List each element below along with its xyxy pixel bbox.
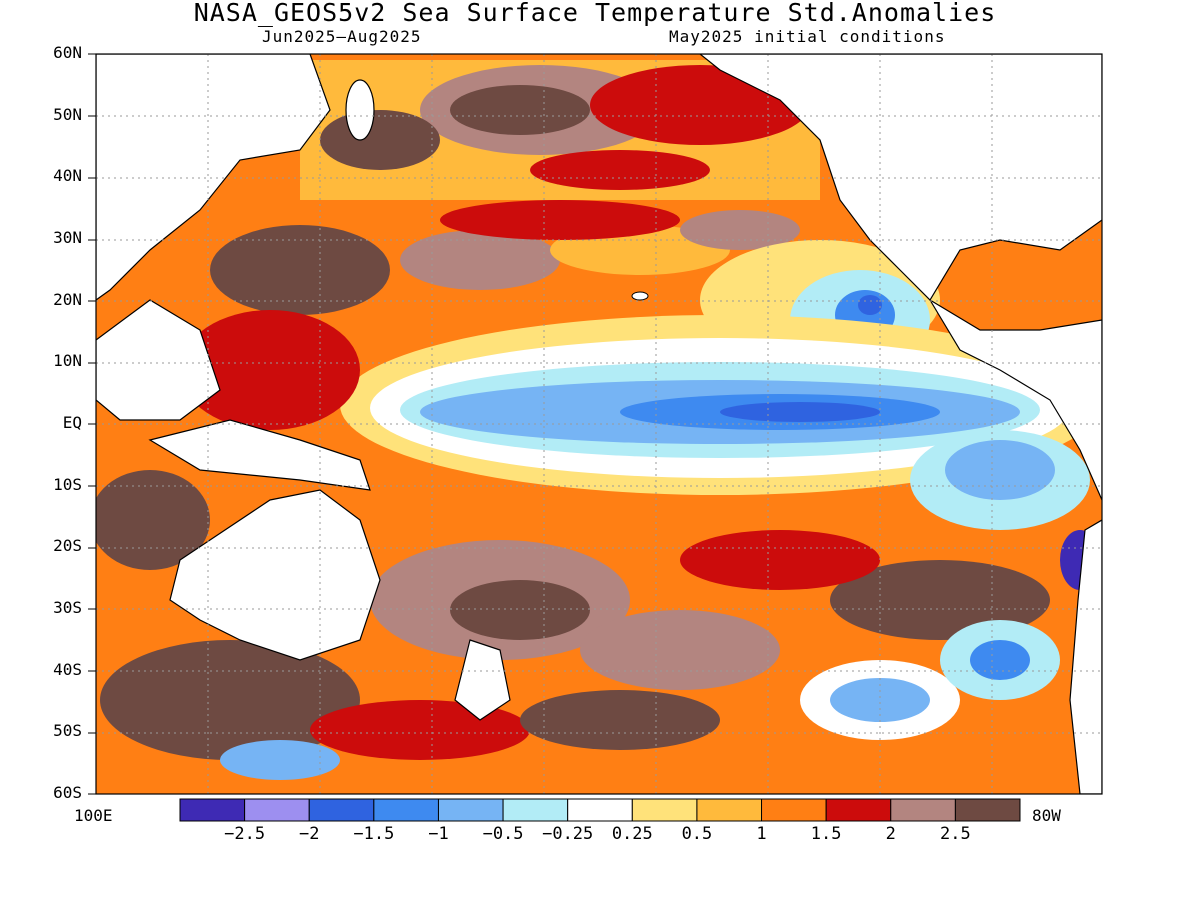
colorbar-swatch bbox=[631, 798, 698, 822]
colorbar-label: −1 bbox=[428, 824, 449, 844]
colorbar-swatch bbox=[567, 798, 633, 822]
colorbar-label: 0.25 bbox=[611, 824, 653, 844]
lat-ticks bbox=[88, 53, 96, 795]
colorbar-swatch bbox=[437, 798, 504, 822]
colorbar-swatch bbox=[696, 798, 763, 822]
colorbar-label: 1.5 bbox=[810, 824, 842, 844]
lat-label: 10N bbox=[53, 351, 82, 371]
colorbar-swatch bbox=[502, 798, 569, 822]
lon-right-label: 80W bbox=[1032, 806, 1061, 825]
forecast-period: Jun2025–Aug2025 bbox=[262, 27, 422, 46]
colorbar-swatch bbox=[890, 798, 956, 822]
lat-label: 20N bbox=[53, 289, 82, 309]
colorbar-label: −1.5 bbox=[353, 824, 395, 844]
colorbar-label: 2 bbox=[885, 824, 896, 844]
colorbar-label: 1 bbox=[756, 824, 767, 844]
colorbar-label: −0.5 bbox=[482, 824, 524, 844]
lat-label: 60N bbox=[53, 43, 82, 62]
map-title: NASA_GEOS5v2 Sea Surface Temperature Std… bbox=[193, 0, 997, 27]
lat-label: 20S bbox=[53, 536, 82, 556]
lat-label: 40N bbox=[53, 166, 82, 186]
colorbar-swatch bbox=[308, 798, 375, 822]
lat-label: 30S bbox=[53, 598, 82, 617]
lat-label: 50N bbox=[53, 104, 82, 124]
colorbar-swatch bbox=[179, 798, 246, 822]
colorbar-label: −2 bbox=[298, 824, 320, 844]
colorbar-label: 0.5 bbox=[681, 824, 713, 844]
colorbar-label: −2.5 bbox=[224, 824, 266, 844]
lat-label: 40S bbox=[53, 659, 82, 679]
colorbar-swatch bbox=[954, 798, 1021, 822]
colorbar-swatch bbox=[373, 798, 439, 822]
lat-label: 60S bbox=[53, 783, 82, 802]
colorbar-swatch bbox=[244, 798, 310, 822]
colorbar-label: −0.25 bbox=[542, 824, 594, 844]
colorbar-swatch bbox=[761, 798, 827, 822]
initial-conditions: May2025 initial conditions bbox=[669, 27, 946, 46]
lat-label: 30N bbox=[53, 228, 82, 247]
lat-label: EQ bbox=[62, 413, 82, 432]
lat-label: 50S bbox=[53, 721, 82, 741]
colorbar bbox=[179, 798, 1021, 822]
colorbar-label: 2.5 bbox=[940, 824, 971, 844]
colorbar-swatch bbox=[825, 798, 892, 822]
lon-left-label: 100E bbox=[74, 806, 113, 825]
lat-label: 10S bbox=[53, 474, 82, 494]
